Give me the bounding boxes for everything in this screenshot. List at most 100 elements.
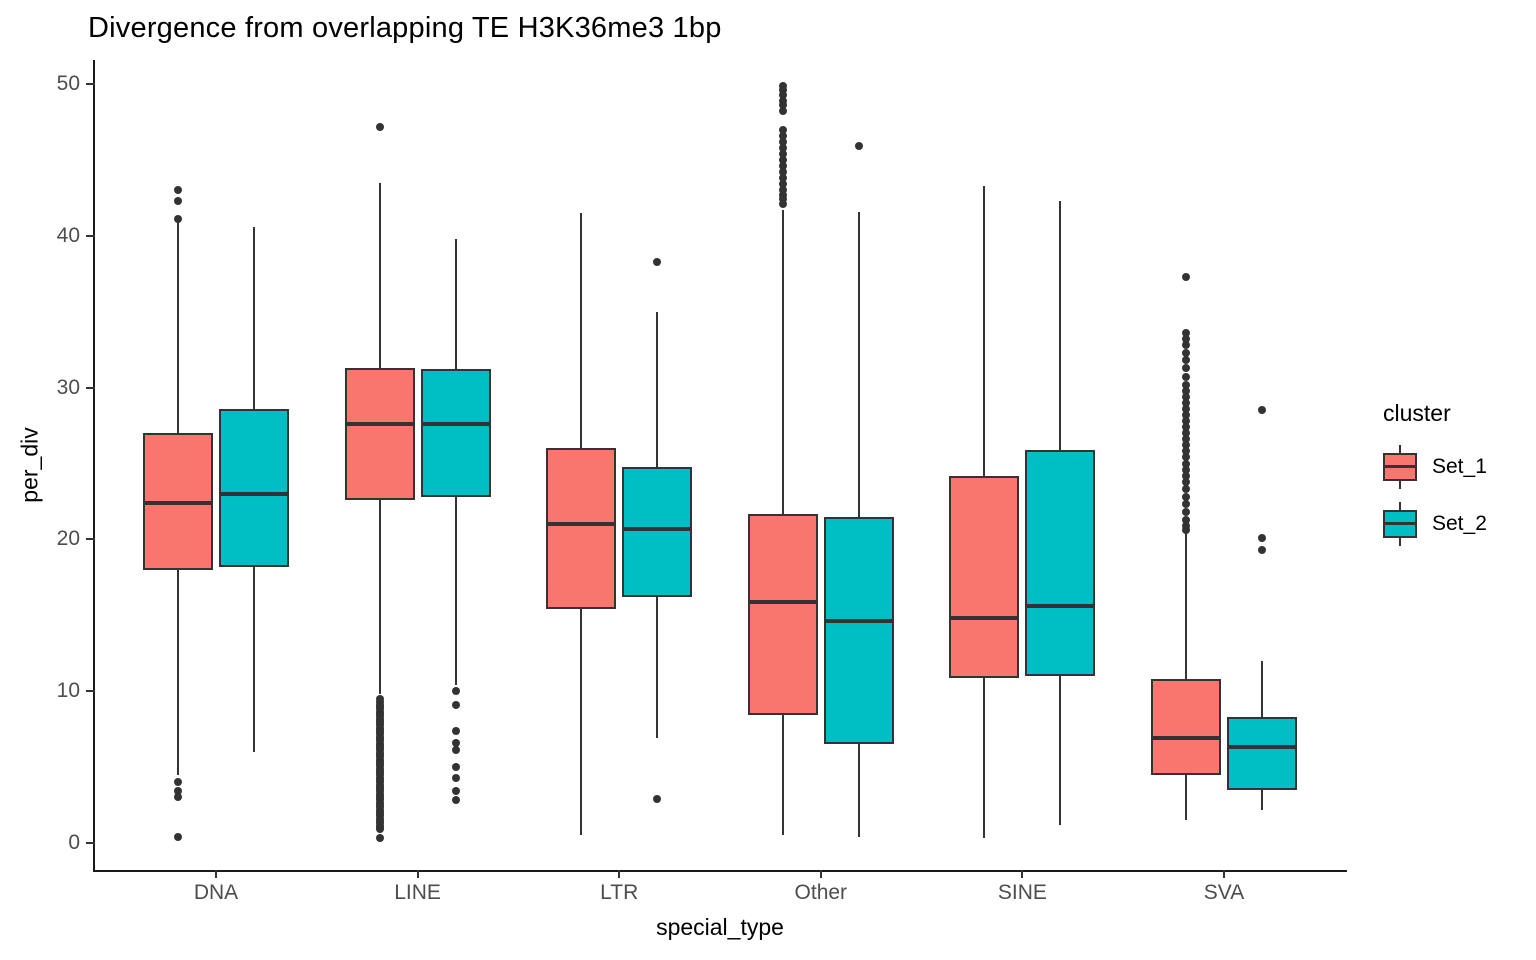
outlier-dot-set_1-sva <box>1182 492 1190 501</box>
box-set_1-sine <box>949 475 1020 678</box>
outlier-dot-set_2-line <box>451 796 460 805</box>
box-set_1-line <box>344 367 415 500</box>
whisker-set_1-sva <box>1185 533 1187 821</box>
median-set_1-other <box>747 599 818 604</box>
outlier-dot-set_1-dna <box>174 787 182 796</box>
box-set_2-line <box>420 369 491 497</box>
x-axis-title: special_type <box>656 914 784 940</box>
outlier-dot-set_1-sva <box>1182 508 1190 517</box>
legend-key-boxplot-icon <box>1383 502 1417 546</box>
y-tick-label: 10 <box>56 679 80 703</box>
outlier-dot-set_2-sva <box>1258 533 1266 542</box>
y-tick-mark <box>86 690 95 693</box>
outlier-dot-set_2-line <box>451 726 460 735</box>
legend-label: Set_2 <box>1432 512 1487 535</box>
plot-area <box>95 60 1345 870</box>
outlier-dot-set_1-other <box>778 137 787 146</box>
outlier-dot-set_1-dna <box>174 793 182 802</box>
outlier-dot-set_1-sva <box>1182 328 1190 337</box>
x-tick-label: LTR <box>600 881 639 904</box>
outlier-dot-set_2-ltr <box>653 257 662 266</box>
x-tick-label: SVA <box>1203 881 1245 904</box>
box-set_2-ltr <box>622 466 693 598</box>
outlier-dot-set_2-line <box>451 746 460 755</box>
outlier-dot-set_1-other <box>778 96 787 105</box>
median-set_1-ltr <box>546 522 617 527</box>
legend: cluster Set_1 Set_2 <box>1383 400 1533 559</box>
outlier-dot-set_1-dna <box>174 832 182 841</box>
median-set_2-sine <box>1025 604 1096 609</box>
box-set_2-sine <box>1025 449 1096 676</box>
outlier-dot-set_1-sva <box>1182 380 1190 389</box>
y-tick-mark <box>86 842 95 844</box>
legend-entry-set_2: Set_2 <box>1383 502 1533 546</box>
x-tick-label: LINE <box>394 881 441 904</box>
box-set_2-other <box>823 516 894 745</box>
x-tick-mark <box>819 870 822 878</box>
legend-label: Set_1 <box>1432 455 1487 478</box>
outlier-dot-set_1-sva <box>1182 272 1190 281</box>
outlier-dot-set_2-line <box>451 687 460 696</box>
outlier-dot-set_1-dna <box>174 778 182 787</box>
box-set_2-dna <box>219 408 289 567</box>
x-tick-label: Other <box>794 881 848 904</box>
x-tick-mark <box>215 870 217 878</box>
outlier-dot-set_1-other <box>778 81 787 90</box>
median-set_2-ltr <box>622 526 693 531</box>
outlier-dot-set_1-sva <box>1182 398 1190 407</box>
outlier-dot-set_1-other <box>778 190 787 199</box>
outlier-dot-set_1-sva <box>1182 372 1190 381</box>
outlier-dot-set_1-sva <box>1182 423 1190 432</box>
outlier-dot-set_1-sva <box>1182 515 1190 524</box>
outlier-dot-set_1-sva <box>1182 500 1190 509</box>
y-tick-mark <box>86 234 95 237</box>
outlier-dot-set_1-sva <box>1182 429 1190 438</box>
outlier-dot-set_1-other <box>778 195 787 204</box>
outlier-dot-set_1-other <box>778 131 787 140</box>
median-set_2-sva <box>1227 745 1297 750</box>
y-tick-label: 20 <box>56 527 80 551</box>
median-set_1-line <box>344 422 415 427</box>
legend-key-median <box>1383 465 1417 468</box>
y-tick-label: 50 <box>56 72 80 95</box>
outlier-dot-set_1-other <box>778 168 787 177</box>
x-tick-mark <box>618 870 621 878</box>
y-tick-label: 0 <box>68 831 80 854</box>
outlier-dot-set_1-sva <box>1182 453 1190 462</box>
outlier-dot-set_2-ltr <box>653 794 662 803</box>
outlier-dot-set_1-sva <box>1182 416 1190 425</box>
y-tick-mark <box>86 538 95 541</box>
outlier-dot-set_1-sva <box>1182 386 1190 395</box>
outlier-dot-set_1-other <box>778 174 787 183</box>
x-tick-label: SINE <box>997 881 1047 904</box>
outlier-dot-set_2-line <box>451 738 460 747</box>
outlier-dot-set_1-sva <box>1182 441 1190 450</box>
outlier-dot-set_1-dna <box>174 215 182 224</box>
median-set_2-line <box>420 422 491 427</box>
outlier-dot-set_1-dna <box>174 196 182 205</box>
box-set_2-sva <box>1227 717 1297 790</box>
outlier-dot-set_1-other <box>778 149 787 158</box>
outlier-dot-set_1-sva <box>1182 356 1190 365</box>
outlier-dot-set_1-sva <box>1182 435 1190 444</box>
legend-entries: Set_1 Set_2 <box>1383 445 1533 546</box>
legend-key-boxplot-icon <box>1383 445 1417 489</box>
outlier-dot-set_1-sva <box>1182 526 1190 535</box>
outlier-dot-set_1-sva <box>1182 410 1190 419</box>
median-set_2-other <box>823 619 894 624</box>
outlier-dot-set_1-sva <box>1182 459 1190 468</box>
outlier-dot-set_1-other <box>778 107 787 116</box>
outlier-dot-set_1-sva <box>1182 348 1190 357</box>
x-tick-mark <box>416 870 419 878</box>
y-tick-mark <box>86 83 95 85</box>
y-tick-mark <box>86 386 95 389</box>
legend-title: cluster <box>1383 400 1451 426</box>
x-axis-line <box>93 870 1347 872</box>
outlier-dot-set_1-sva <box>1182 392 1190 401</box>
outlier-dot-set_2-sva <box>1258 406 1266 415</box>
outlier-dot-set_1-other <box>778 125 787 134</box>
median-set_1-dna <box>143 500 213 505</box>
box-set_1-ltr <box>546 448 617 610</box>
outlier-dot-set_1-other <box>778 143 787 152</box>
